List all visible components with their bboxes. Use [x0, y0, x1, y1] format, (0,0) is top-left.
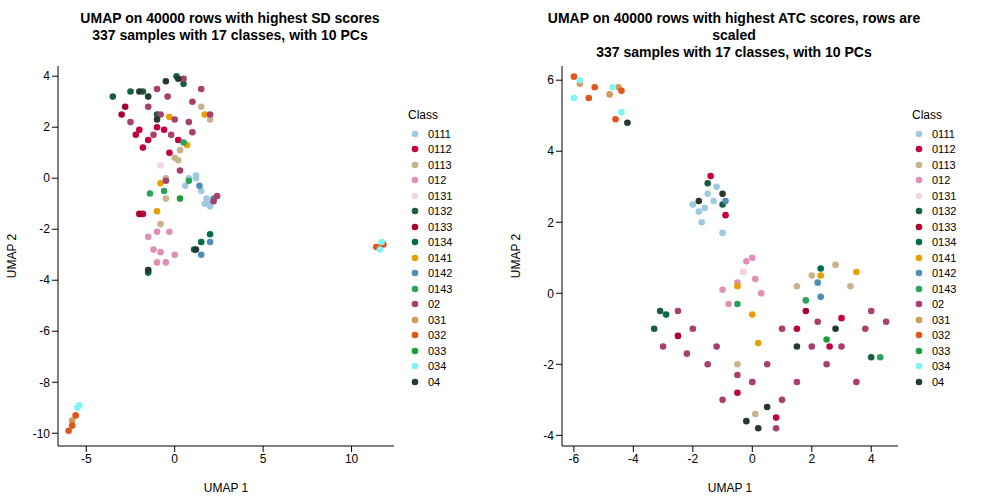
svg-text:0: 0 [547, 287, 554, 301]
svg-text:6: 6 [547, 73, 554, 87]
svg-text:-4: -4 [39, 273, 50, 287]
html-text:031: 031 [932, 313, 951, 326]
svg-text:0: 0 [171, 452, 178, 466]
svg-text:-6: -6 [569, 452, 580, 466]
html-text:0134: 0134 [428, 236, 453, 249]
html-text:02: 02 [428, 298, 441, 311]
html-text:0142: 0142 [932, 267, 957, 280]
html-text:UMAP on 40000 rows with highes: UMAP on 40000 rows with highest SD score… [80, 10, 380, 26]
html-text:034: 034 [932, 360, 951, 373]
svg-text:2: 2 [547, 216, 554, 230]
svg-text:0: 0 [43, 171, 50, 185]
html-text:0111: 0111 [428, 127, 451, 140]
svg-text:4: 4 [868, 452, 875, 466]
html-text:337 samples with 17 classes, w: 337 samples with 17 classes, with 10 PCs [596, 44, 872, 60]
svg-text:-8: -8 [39, 376, 50, 390]
html-text:04: 04 [428, 375, 441, 388]
svg-text:UMAP 1: UMAP 1 [708, 481, 753, 495]
html-text:0143: 0143 [428, 282, 453, 295]
html-text:033: 033 [932, 344, 951, 357]
html-text:0142: 0142 [428, 267, 453, 280]
svg-text:-6: -6 [39, 324, 50, 338]
svg-text:4: 4 [43, 69, 50, 83]
html-text:0112: 0112 [428, 143, 452, 156]
svg-text:-2: -2 [687, 452, 698, 466]
html-text:0141: 0141 [428, 251, 453, 264]
html-text:0143: 0143 [932, 282, 957, 295]
html-text:Class: Class [408, 108, 438, 122]
svg-text:-4: -4 [628, 452, 639, 466]
html-text:012: 012 [428, 174, 447, 187]
html-text:032: 032 [428, 329, 447, 342]
html-text:Class: Class [912, 108, 942, 122]
svg-text:-10: -10 [33, 427, 51, 441]
svg-text:UMAP 1: UMAP 1 [204, 481, 249, 495]
html-text:0132: 0132 [932, 205, 957, 218]
html-text:0113: 0113 [932, 158, 956, 171]
svg-text:-2: -2 [39, 222, 50, 236]
html-text:032: 032 [932, 329, 951, 342]
html-text:034: 034 [428, 360, 447, 373]
html-text:0132: 0132 [428, 205, 453, 218]
html-text:02: 02 [932, 298, 945, 311]
html-text:0131: 0131 [428, 189, 453, 202]
svg-text:2: 2 [43, 120, 50, 134]
html-text:0141: 0141 [932, 251, 957, 264]
html-text:0133: 0133 [428, 220, 453, 233]
html-text:012: 012 [932, 174, 951, 187]
svg-text:-4: -4 [543, 429, 554, 443]
svg-text:2: 2 [808, 452, 815, 466]
svg-text:UMAP 2: UMAP 2 [8, 233, 19, 278]
html-text:031: 031 [428, 313, 447, 326]
svg-text:-5: -5 [81, 452, 92, 466]
html-text:033: 033 [428, 344, 447, 357]
svg-text:UMAP 2: UMAP 2 [509, 233, 523, 278]
svg-text:4: 4 [547, 144, 554, 158]
svg-text:5: 5 [260, 452, 267, 466]
html-text:0134: 0134 [932, 236, 957, 249]
html-text:0113: 0113 [428, 158, 452, 171]
html-text:0112: 0112 [932, 143, 956, 156]
html-text:0111: 0111 [932, 127, 955, 140]
html-text:0133: 0133 [932, 220, 957, 233]
svg-text:10: 10 [345, 452, 359, 466]
html-text:337 samples with 17 classes, w: 337 samples with 17 classes, with 10 PCs [92, 27, 368, 43]
html-text:UMAP on 40000 rows with highes: UMAP on 40000 rows with highest ATC scor… [547, 10, 921, 43]
html-text:0131: 0131 [932, 189, 957, 202]
svg-text:-2: -2 [543, 358, 554, 372]
html-text:04: 04 [932, 375, 945, 388]
svg-text:0: 0 [749, 452, 756, 466]
